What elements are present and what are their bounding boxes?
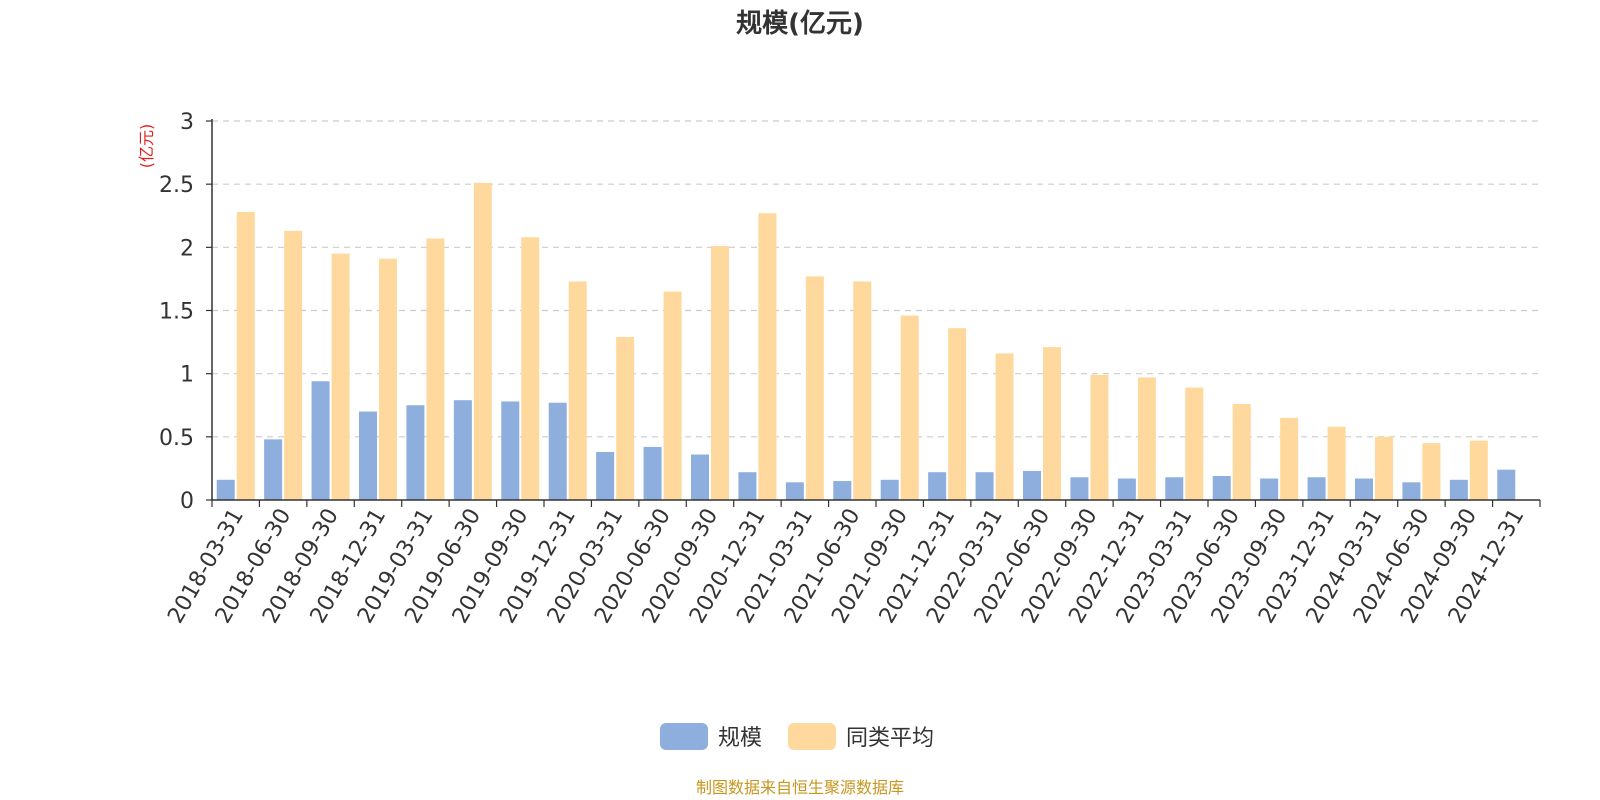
bar-scale-2023-12-31[interactable] <box>1307 477 1326 500</box>
bar-peer-average-2024-06-30[interactable] <box>1422 443 1441 500</box>
bar-scale-2018-06-30[interactable] <box>264 439 283 500</box>
bar-scale-2021-06-30[interactable] <box>833 481 852 500</box>
bar-scale-2022-12-31[interactable] <box>1117 478 1136 500</box>
bar-peer-average-2022-12-31[interactable] <box>1137 377 1156 500</box>
bar-scale-2020-09-30[interactable] <box>691 454 709 500</box>
bars <box>216 182 1516 501</box>
bar-scale-2024-12-31[interactable] <box>1497 469 1516 500</box>
bar-scale-2019-03-31[interactable] <box>406 405 425 500</box>
bar-peer-average-2018-06-30[interactable] <box>284 230 303 500</box>
bar-scale-2023-06-30[interactable] <box>1212 475 1231 500</box>
bar-peer-average-2023-06-30[interactable] <box>1232 403 1251 500</box>
bar-peer-average-2018-09-30[interactable] <box>331 253 350 500</box>
bar-peer-average-2020-06-30[interactable] <box>663 291 682 500</box>
bar-peer-average-2021-06-30[interactable] <box>853 281 872 500</box>
x-axis-ticks: 2018-03-312018-06-302018-09-302018-12-31… <box>163 500 1541 628</box>
y-axis-ticks: 0 0.5 1 1.5 2 2.5 3 <box>159 110 212 514</box>
bar-scale-2019-12-31[interactable] <box>548 402 567 500</box>
bar-peer-average-2022-06-30[interactable] <box>1043 347 1061 500</box>
grid-lines <box>212 120 1540 438</box>
bar-peer-average-2019-06-30[interactable] <box>473 182 492 501</box>
data-source-note: 制图数据来自恒生聚源数据库 <box>696 778 904 797</box>
y-tick-label: 0.5 <box>159 426 194 451</box>
bar-scale-2018-09-30[interactable] <box>311 381 330 500</box>
y-tick-label: 1.5 <box>159 300 194 325</box>
y-axis-label: (亿元) <box>137 124 156 169</box>
bar-scale-2022-09-30[interactable] <box>1070 477 1089 500</box>
legend-label-peer-average[interactable]: 同类平均 <box>846 726 934 751</box>
bar-peer-average-2019-03-31[interactable] <box>426 238 445 501</box>
bar-peer-average-2019-09-30[interactable] <box>521 237 540 500</box>
y-tick-label: 2.5 <box>159 173 194 198</box>
legend: 规模 同类平均 <box>660 723 934 751</box>
bar-scale-2021-12-31[interactable] <box>928 472 947 500</box>
bar-scale-2021-03-31[interactable] <box>785 482 804 500</box>
bar-scale-2024-09-30[interactable] <box>1449 479 1468 500</box>
bar-peer-average-2024-03-31[interactable] <box>1375 436 1393 500</box>
bar-scale-2023-09-30[interactable] <box>1260 478 1279 500</box>
bar-peer-average-2021-12-31[interactable] <box>948 328 967 500</box>
legend-swatch-scale[interactable] <box>660 723 708 750</box>
bar-peer-average-2019-12-31[interactable] <box>568 281 587 500</box>
bar-scale-2020-06-30[interactable] <box>643 446 662 500</box>
bar-peer-average-2023-12-31[interactable] <box>1327 426 1346 500</box>
bar-peer-average-2020-03-31[interactable] <box>616 337 635 500</box>
bar-peer-average-2023-03-31[interactable] <box>1185 387 1204 500</box>
bar-peer-average-2021-03-31[interactable] <box>805 276 824 500</box>
bar-peer-average-2021-09-30[interactable] <box>900 315 919 500</box>
bar-scale-2018-03-31[interactable] <box>216 479 235 500</box>
legend-swatch-peer-average[interactable] <box>788 723 836 750</box>
y-tick-label: 2 <box>180 236 194 261</box>
bar-scale-2019-06-30[interactable] <box>453 400 472 500</box>
bar-peer-average-2022-09-30[interactable] <box>1090 374 1109 500</box>
bar-peer-average-2018-12-31[interactable] <box>379 258 397 500</box>
y-tick-label: 0 <box>180 489 194 514</box>
bar-peer-average-2020-12-31[interactable] <box>758 213 777 500</box>
bar-peer-average-2023-09-30[interactable] <box>1280 417 1299 500</box>
bar-scale-2024-06-30[interactable] <box>1402 482 1421 500</box>
bar-peer-average-2018-03-31[interactable] <box>236 211 255 500</box>
bar-peer-average-2022-03-31[interactable] <box>995 353 1014 500</box>
bar-scale-2021-09-30[interactable] <box>880 479 899 500</box>
bar-scale-2020-03-31[interactable] <box>596 451 615 500</box>
bar-scale-2024-03-31[interactable] <box>1355 478 1373 500</box>
bar-scale-2019-09-30[interactable] <box>501 401 520 500</box>
y-tick-label: 3 <box>180 110 194 135</box>
bar-scale-2022-06-30[interactable] <box>1023 470 1041 500</box>
y-tick-label: 1 <box>180 363 194 388</box>
bar-scale-2023-03-31[interactable] <box>1165 477 1184 500</box>
bar-scale-2022-03-31[interactable] <box>975 472 994 500</box>
legend-label-scale[interactable]: 规模 <box>718 726 762 751</box>
bar-peer-average-2020-09-30[interactable] <box>711 246 729 500</box>
bar-peer-average-2024-09-30[interactable] <box>1469 440 1488 500</box>
bar-scale-2018-12-31[interactable] <box>359 411 377 500</box>
bar-scale-2020-12-31[interactable] <box>738 472 757 500</box>
chart-title: 规模(亿元) <box>736 9 864 39</box>
